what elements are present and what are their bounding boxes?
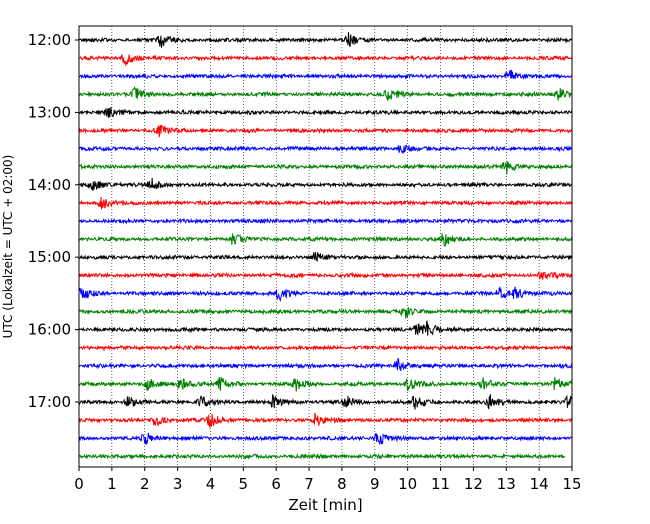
trace-1215 [78, 54, 573, 67]
trace-1300 [78, 107, 573, 118]
trace-1600 [78, 320, 572, 336]
trace-1415 [78, 196, 573, 210]
trace-1530 [78, 286, 573, 302]
trace-1515 [78, 270, 572, 281]
trace-1545 [78, 307, 573, 319]
x-tick-label: 14 [530, 475, 549, 493]
trace-1400 [78, 177, 573, 191]
y-tick-label: 17:00 [28, 393, 71, 411]
x-tick-label: 8 [337, 475, 347, 493]
trace-1645 [78, 376, 573, 392]
trace-1715 [78, 412, 573, 428]
trace-1445 [78, 233, 573, 247]
trace-1315 [78, 124, 573, 138]
trace-1345 [78, 161, 573, 175]
y-tick-label: 15:00 [28, 248, 71, 266]
x-tick-label: 6 [271, 475, 281, 493]
trace-1615 [78, 344, 573, 352]
y-tick-label: 12:00 [28, 31, 71, 49]
y-axis-ticks: 12:00 13:00 14:00 15:00 16:00 17:00 [28, 31, 79, 411]
x-tick-label: 15 [562, 475, 581, 493]
x-tick-label: 4 [206, 475, 216, 493]
x-tick-label: 1 [107, 475, 117, 493]
x-axis-label: Zeit [min] [288, 496, 362, 514]
trace-1730 [78, 432, 573, 445]
plot-frame [78, 25, 573, 468]
trace-1245 [78, 85, 573, 101]
x-tick-label: 5 [239, 475, 249, 493]
y-tick-label: 13:00 [28, 103, 71, 121]
trace-1630 [78, 357, 573, 372]
x-axis-ticks: 0 1 2 3 4 5 6 7 8 9 10 11 12 13 14 15 [74, 467, 582, 493]
x-tick-label: 10 [398, 475, 417, 493]
trace-1200 [78, 32, 573, 48]
y-tick-label: 16:00 [28, 321, 71, 339]
y-axis-label: UTC (Lokalzeit = UTC + 02:00) [1, 155, 15, 339]
seismic-traces [78, 32, 573, 460]
trace-1230 [78, 69, 573, 80]
x-tick-label: 7 [304, 475, 314, 493]
x-tick-label: 13 [497, 475, 516, 493]
x-tick-label: 11 [431, 475, 450, 493]
trace-1330 [78, 144, 572, 155]
trace-1500 [78, 252, 573, 262]
x-tick-label: 3 [173, 475, 183, 493]
x-tick-label: 12 [464, 475, 483, 493]
x-tick-label: 2 [140, 475, 150, 493]
x-tick-label: 0 [74, 475, 84, 493]
trace-1745 [78, 452, 566, 460]
x-tick-label: 9 [370, 475, 380, 493]
trace-1430 [78, 217, 573, 225]
y-tick-label: 14:00 [28, 176, 71, 194]
trace-1700 [78, 394, 573, 410]
